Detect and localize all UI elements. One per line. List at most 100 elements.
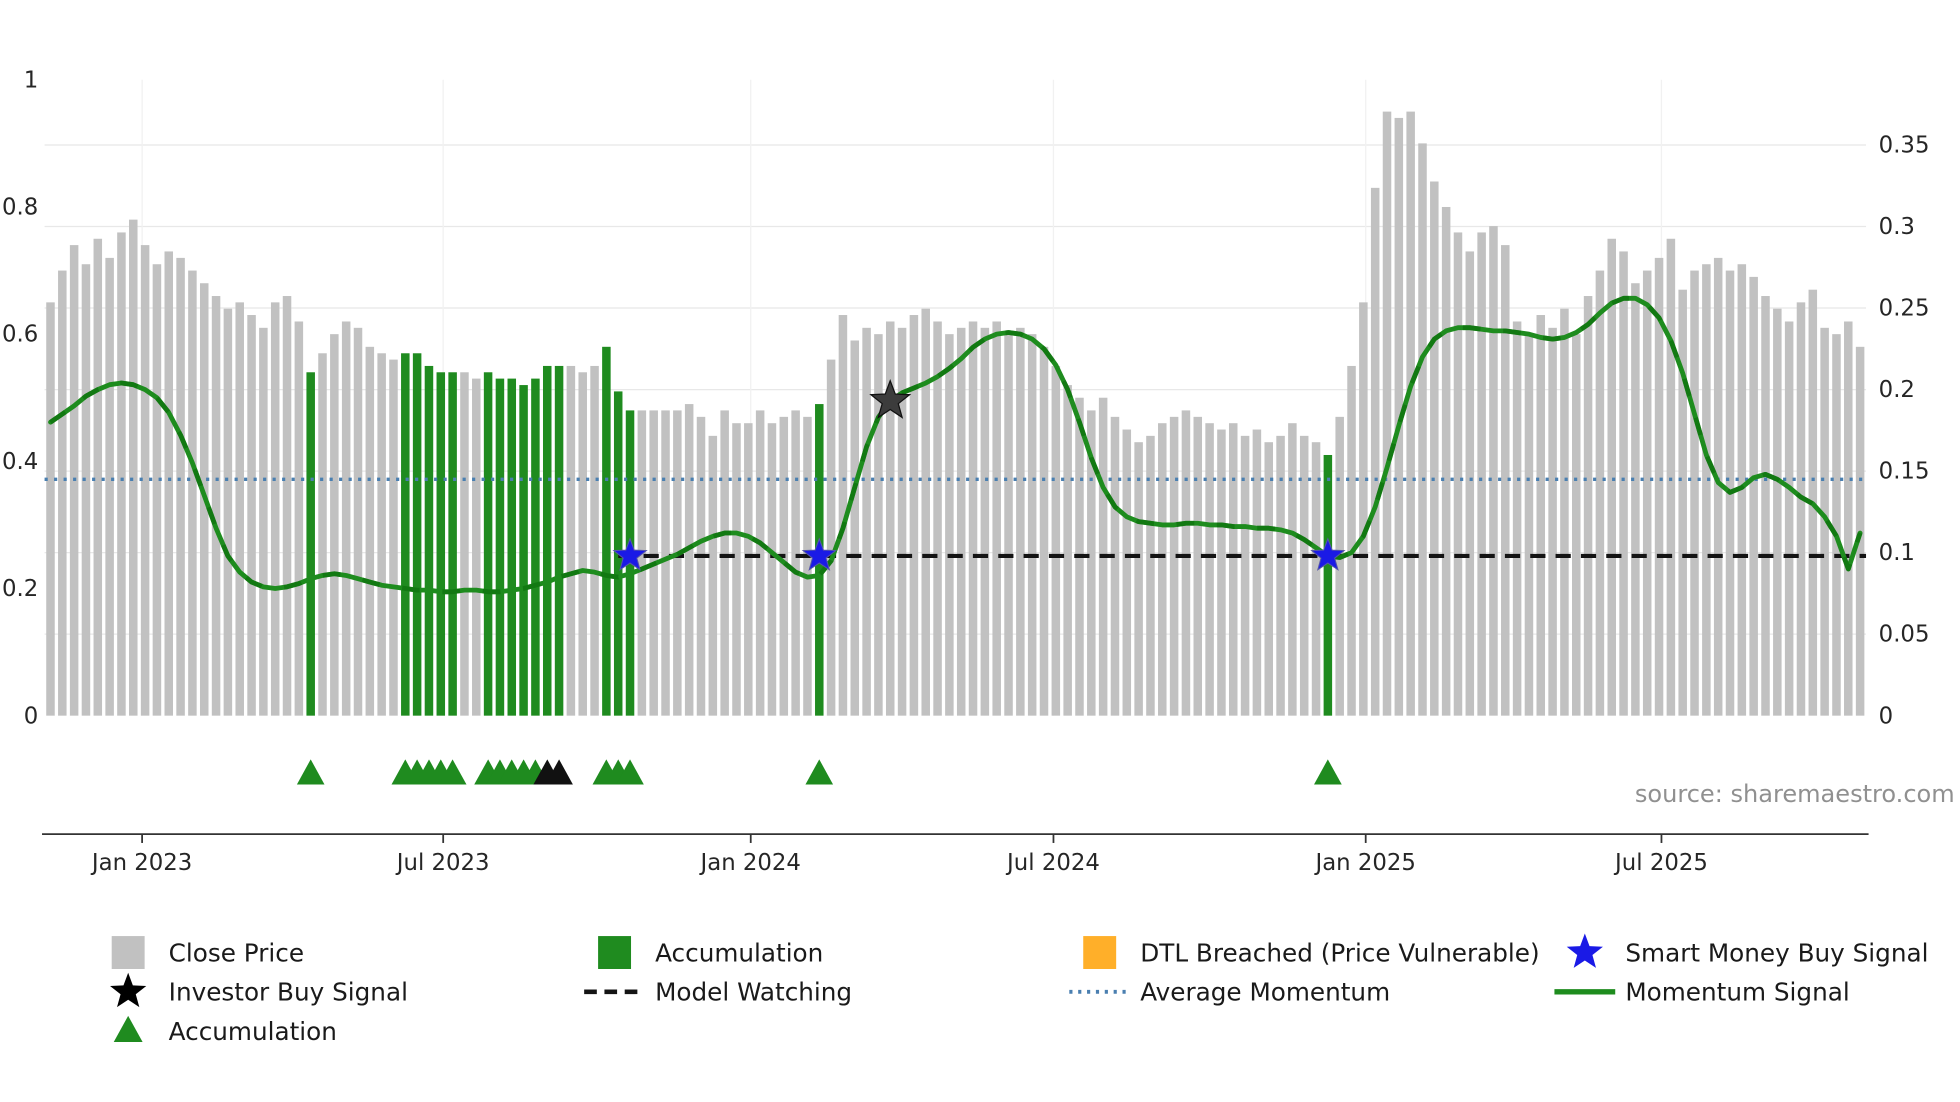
close-price-bar: [176, 257, 185, 716]
legend-label: Close Price: [169, 938, 304, 967]
close-price-bar: [211, 296, 221, 716]
legend-item-momentum-signal: Momentum Signal: [1554, 978, 1850, 1007]
close-price-bar: [1016, 327, 1025, 716]
close-price-bar: [1169, 416, 1179, 716]
close-price-bar: [1228, 423, 1238, 716]
close-price-bar: [1122, 429, 1132, 716]
close-price-bar: [1453, 232, 1463, 716]
close-price-bar: [779, 416, 789, 716]
legend-item-dtl-breached-price-vulnerable: DTL Breached (Price Vulnerable): [1083, 936, 1540, 969]
close-price-bar: [1501, 245, 1510, 716]
close-price-bar: [1039, 346, 1049, 716]
close-price-bar: [223, 308, 233, 716]
source-credit: source: sharemaestro.com: [1635, 780, 1955, 808]
close-price-bar: [1820, 327, 1829, 716]
close-price-bar: [1146, 435, 1155, 716]
right-axis-tick-label: 0.05: [1879, 622, 1930, 648]
close-price-bar: [152, 264, 162, 716]
close-price-bar: [1134, 442, 1143, 716]
close-price-bar: [1051, 365, 1061, 716]
close-price-bar: [696, 416, 706, 716]
close-price-bar: [1382, 111, 1392, 716]
close-price-bar: [1430, 181, 1439, 716]
close-price-bar: [1110, 416, 1120, 716]
close-price-bar: [1441, 206, 1451, 716]
close-price-bar: [460, 372, 469, 716]
accumulation-triangle-icon: [545, 759, 573, 785]
close-price-bar: [732, 423, 741, 716]
close-price-bar: [1418, 143, 1427, 716]
accumulation-bar: [519, 385, 528, 716]
accumulation-triangle-icon: [438, 759, 467, 785]
close-price-bar: [1784, 321, 1794, 716]
accumulation-bar: [448, 372, 457, 716]
x-axis-tick-label: Jan 2025: [1313, 850, 1415, 876]
close-price-bar: [1832, 334, 1841, 716]
legend-item-accumulation: Accumulation: [598, 936, 823, 969]
close-price-bar: [341, 321, 351, 716]
legend-label: Average Momentum: [1140, 978, 1390, 1007]
legend-label: DTL Breached (Price Vulnerable): [1140, 938, 1539, 967]
close-price-bar: [1359, 302, 1368, 716]
accumulation-bar: [531, 378, 540, 716]
close-price-bar: [720, 410, 729, 716]
signal-markers: [296, 378, 1346, 785]
close-price-bar: [850, 340, 860, 716]
close-price-bar: [1560, 308, 1569, 716]
close-price-bar: [1548, 327, 1557, 716]
close-price-bar: [1299, 435, 1309, 716]
close-price-bar: [1489, 226, 1498, 716]
axes: 0 0.2 0.4 0.6 0.8 1 0 0.05 0.1 0.15 0.2 0.25 0.3 0.35…: [2, 67, 1929, 876]
signal-lines: [44, 295, 1867, 595]
close-price-bar: [1311, 442, 1321, 716]
close-price-bar: [1619, 251, 1628, 716]
gridlines: [44, 79, 1867, 716]
close-price-bar: [590, 365, 599, 716]
close-price-bar: [921, 308, 930, 716]
accumulation-square-icon: [598, 936, 632, 969]
accumulation-triangle-icon: [805, 759, 834, 785]
close-price-bar: [1642, 270, 1652, 716]
left-axis-tick-label: 0: [24, 703, 39, 729]
legend-item-accumulation: Accumulation: [113, 1015, 337, 1046]
close-price-bar: [945, 334, 954, 716]
close-price-bar: [637, 410, 647, 716]
smart-money-buy-signal-star-icon: [612, 537, 648, 571]
legend-label: Accumulation: [169, 1017, 337, 1046]
close-price-bar: [129, 219, 138, 716]
accumulation-bar: [306, 372, 315, 716]
close-price-bar: [1217, 429, 1226, 716]
close-price-bar: [578, 372, 587, 716]
close-price-bar: [826, 359, 836, 716]
accumulation-triangle-icon: [113, 1015, 143, 1042]
close-price-bar: [1666, 238, 1676, 716]
accumulation-bar: [401, 353, 410, 716]
close-price-bar: [247, 315, 256, 716]
accumulation-bar: [495, 378, 505, 716]
close-price-bar: [566, 365, 576, 716]
close-price-bar: [1335, 416, 1344, 716]
close-price-bar: [897, 327, 907, 716]
close-price-bar: [661, 410, 670, 716]
close-price-bar: [1796, 302, 1806, 716]
right-axis-tick-label: 0.15: [1879, 459, 1930, 485]
close-price-bar: [933, 321, 942, 716]
accumulation-bar: [542, 365, 552, 716]
accumulation-triangle-icon: [616, 759, 644, 785]
x-axis-tick-label: Jul 2023: [395, 850, 490, 876]
close-price-bar: [684, 404, 694, 716]
close-price-bar: [1702, 264, 1711, 716]
close-price-bar: [1347, 365, 1356, 716]
close-price-bar: [1181, 410, 1191, 716]
close-price-bar: [1370, 187, 1380, 716]
close-price-bar: [1690, 270, 1699, 716]
legend-item-investor-buy-signal: Investor Buy Signal: [110, 972, 408, 1008]
close-price-bar: [1276, 435, 1285, 716]
right-axis-tick-label: 0.1: [1879, 540, 1915, 566]
smart-money-buy-signal-star-icon: [1566, 933, 1603, 968]
left-axis-tick-label: 0.2: [2, 576, 38, 602]
left-axis-tick-label: 0.4: [2, 449, 38, 475]
legend-label: Investor Buy Signal: [169, 978, 408, 1007]
close-price-bar: [1252, 429, 1262, 716]
